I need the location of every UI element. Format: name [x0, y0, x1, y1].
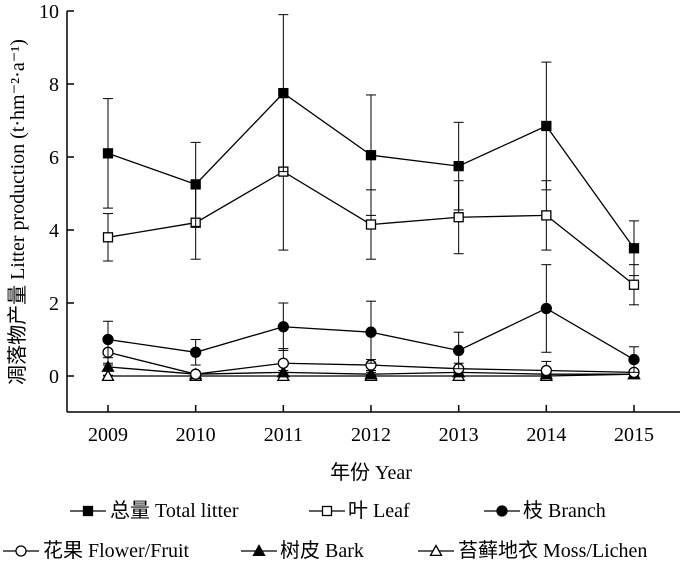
x-axis-label: 年份 Year: [330, 461, 412, 484]
data-point: [540, 302, 552, 315]
plot-area: 0 2 4 6 8 10 2009 2010 2011 2012 2013 2014 2015: [39, 1, 680, 446]
data-point: [541, 120, 552, 132]
legend-marker: [252, 544, 266, 557]
legend-item: 枝 Branch: [484, 499, 606, 522]
legend-label: 叶 Leaf: [348, 499, 410, 522]
data-point: [278, 87, 289, 99]
data-point: [365, 150, 377, 161]
data-point: [277, 357, 289, 369]
y-tick-label: 4: [49, 220, 59, 242]
legend-marker: [82, 505, 94, 517]
legend: 总量 Total litter 叶 Leaf 枝 Branch 花果 Flower/F…: [3, 499, 647, 562]
legend-label: 花果 Flower/Fruit: [43, 539, 190, 562]
series-branch: [102, 264, 640, 373]
data-point: [365, 219, 377, 230]
x-tick-label: 2009: [88, 424, 128, 446]
legend-marker: [321, 505, 333, 517]
data-point: [453, 160, 464, 172]
data-point: [453, 344, 465, 357]
legend-label: 苔藓地衣 Moss/Lichen: [458, 539, 647, 562]
data-point: [628, 279, 640, 290]
x-tick-label: 2010: [176, 424, 216, 446]
legend-item: 花果 Flower/Fruit: [3, 539, 190, 562]
legend-item: 叶 Leaf: [309, 499, 410, 522]
y-tick-label: 8: [49, 74, 59, 96]
data-point: [364, 367, 378, 380]
data-point: [628, 243, 640, 254]
x-axis-ticks: 2009 2010 2011 2012 2013 2014 2015: [88, 405, 654, 446]
legend-marker: [15, 545, 27, 557]
x-tick-label: 2013: [439, 424, 479, 446]
data-point: [101, 369, 115, 382]
x-tick-label: 2012: [351, 424, 391, 446]
legend-item: 总量 Total litter: [70, 499, 239, 522]
data-point: [102, 232, 114, 243]
y-axis-ticks: 0 2 4 6 8 10: [39, 1, 74, 388]
legend-marker: [429, 544, 443, 557]
data-point: [541, 210, 552, 221]
data-point: [540, 364, 552, 377]
data-point: [628, 353, 640, 366]
data-point: [365, 326, 377, 338]
legend-label: 枝 Branch: [523, 499, 606, 522]
legend-item: 树皮 Bark: [241, 539, 364, 562]
y-axis-label: 凋落物产量 Litter production (t·hm⁻²·a⁻¹): [6, 39, 29, 385]
y-tick-label: 10: [39, 1, 59, 23]
x-tick-label: 2015: [614, 424, 654, 446]
series-layer: [101, 14, 641, 382]
data-point: [190, 368, 202, 380]
data-point: [190, 346, 202, 358]
data-point: [453, 212, 464, 223]
data-point: [101, 360, 115, 372]
y-tick-label: 0: [49, 366, 59, 388]
legend-label: 树皮 Bark: [280, 539, 364, 562]
x-tick-label: 2011: [264, 424, 303, 446]
data-point: [102, 148, 114, 159]
legend-marker: [496, 505, 508, 517]
legend-item: 苔藓地衣 Moss/Lichen: [418, 539, 647, 562]
x-tick-label: 2014: [526, 424, 566, 446]
data-point: [102, 333, 114, 346]
data-point: [190, 179, 201, 190]
legend-label: 总量 Total litter: [110, 499, 239, 522]
series-total-litter: [102, 14, 640, 277]
y-tick-label: 6: [49, 147, 59, 169]
y-tick-label: 2: [49, 293, 59, 315]
data-point: [277, 321, 289, 333]
